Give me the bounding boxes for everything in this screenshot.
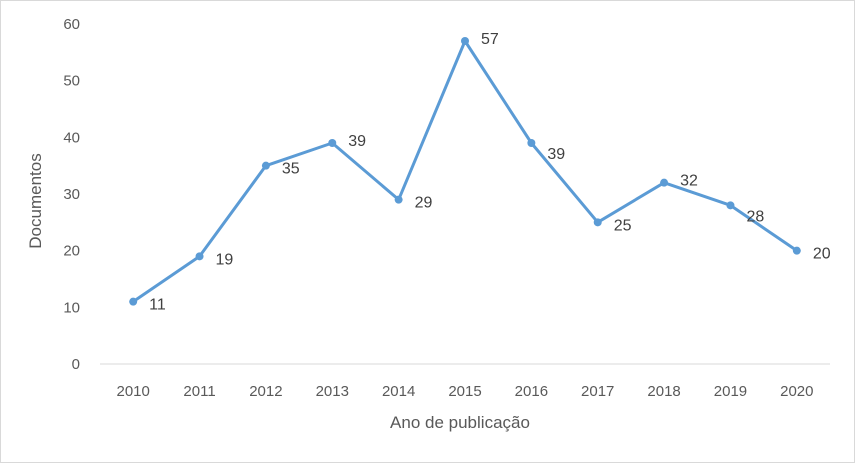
data-point (792, 246, 801, 255)
data-point (394, 195, 403, 204)
data-labels: 11 19 35 39 29 57 39 25 32 28 20 (149, 31, 831, 314)
y-axis-ticks: 0 10 20 30 40 50 60 (63, 16, 80, 373)
data-point (261, 161, 270, 170)
data-label: 29 (415, 195, 433, 212)
data-point (195, 252, 204, 261)
x-tick-label: 2015 (448, 383, 481, 400)
data-point (726, 201, 735, 210)
x-tick-label: 2016 (515, 383, 548, 400)
data-point (129, 297, 138, 306)
data-point (593, 218, 602, 227)
x-tick-label: 2011 (183, 383, 215, 400)
data-point (660, 178, 669, 187)
y-tick-label: 0 (72, 356, 80, 373)
data-label: 20 (813, 246, 831, 263)
data-label: 28 (746, 208, 764, 225)
data-label: 32 (680, 173, 698, 190)
y-tick-label: 60 (63, 16, 80, 33)
y-tick-label: 30 (63, 186, 80, 203)
data-label: 39 (348, 133, 366, 150)
x-tick-label: 2020 (780, 383, 813, 400)
data-point (328, 139, 337, 147)
y-tick-label: 50 (63, 73, 80, 90)
y-axis-title: Documentos (26, 153, 45, 248)
x-axis-ticks: 2010 2011 2012 2013 2014 2015 2016 2017 2018 2019… (116, 383, 813, 400)
data-label: 57 (481, 31, 499, 48)
x-tick-label: 2013 (316, 383, 349, 400)
y-tick-label: 40 (63, 129, 80, 146)
data-point (461, 37, 469, 45)
data-label: 11 (149, 297, 166, 314)
x-tick-label: 2019 (714, 383, 747, 400)
x-tick-label: 2017 (581, 383, 614, 400)
data-label: 25 (614, 217, 632, 234)
y-tick-label: 20 (63, 243, 80, 260)
x-axis-title: Ano de publicação (390, 413, 530, 432)
data-label: 35 (282, 161, 300, 178)
data-points (129, 37, 801, 306)
x-tick-label: 2018 (647, 383, 680, 400)
data-point (527, 139, 536, 147)
x-tick-label: 2014 (382, 383, 415, 400)
y-tick-label: 10 (63, 299, 80, 316)
data-label: 39 (547, 146, 565, 163)
x-tick-label: 2010 (116, 383, 149, 400)
x-tick-label: 2012 (249, 383, 282, 400)
data-label: 19 (216, 251, 234, 268)
